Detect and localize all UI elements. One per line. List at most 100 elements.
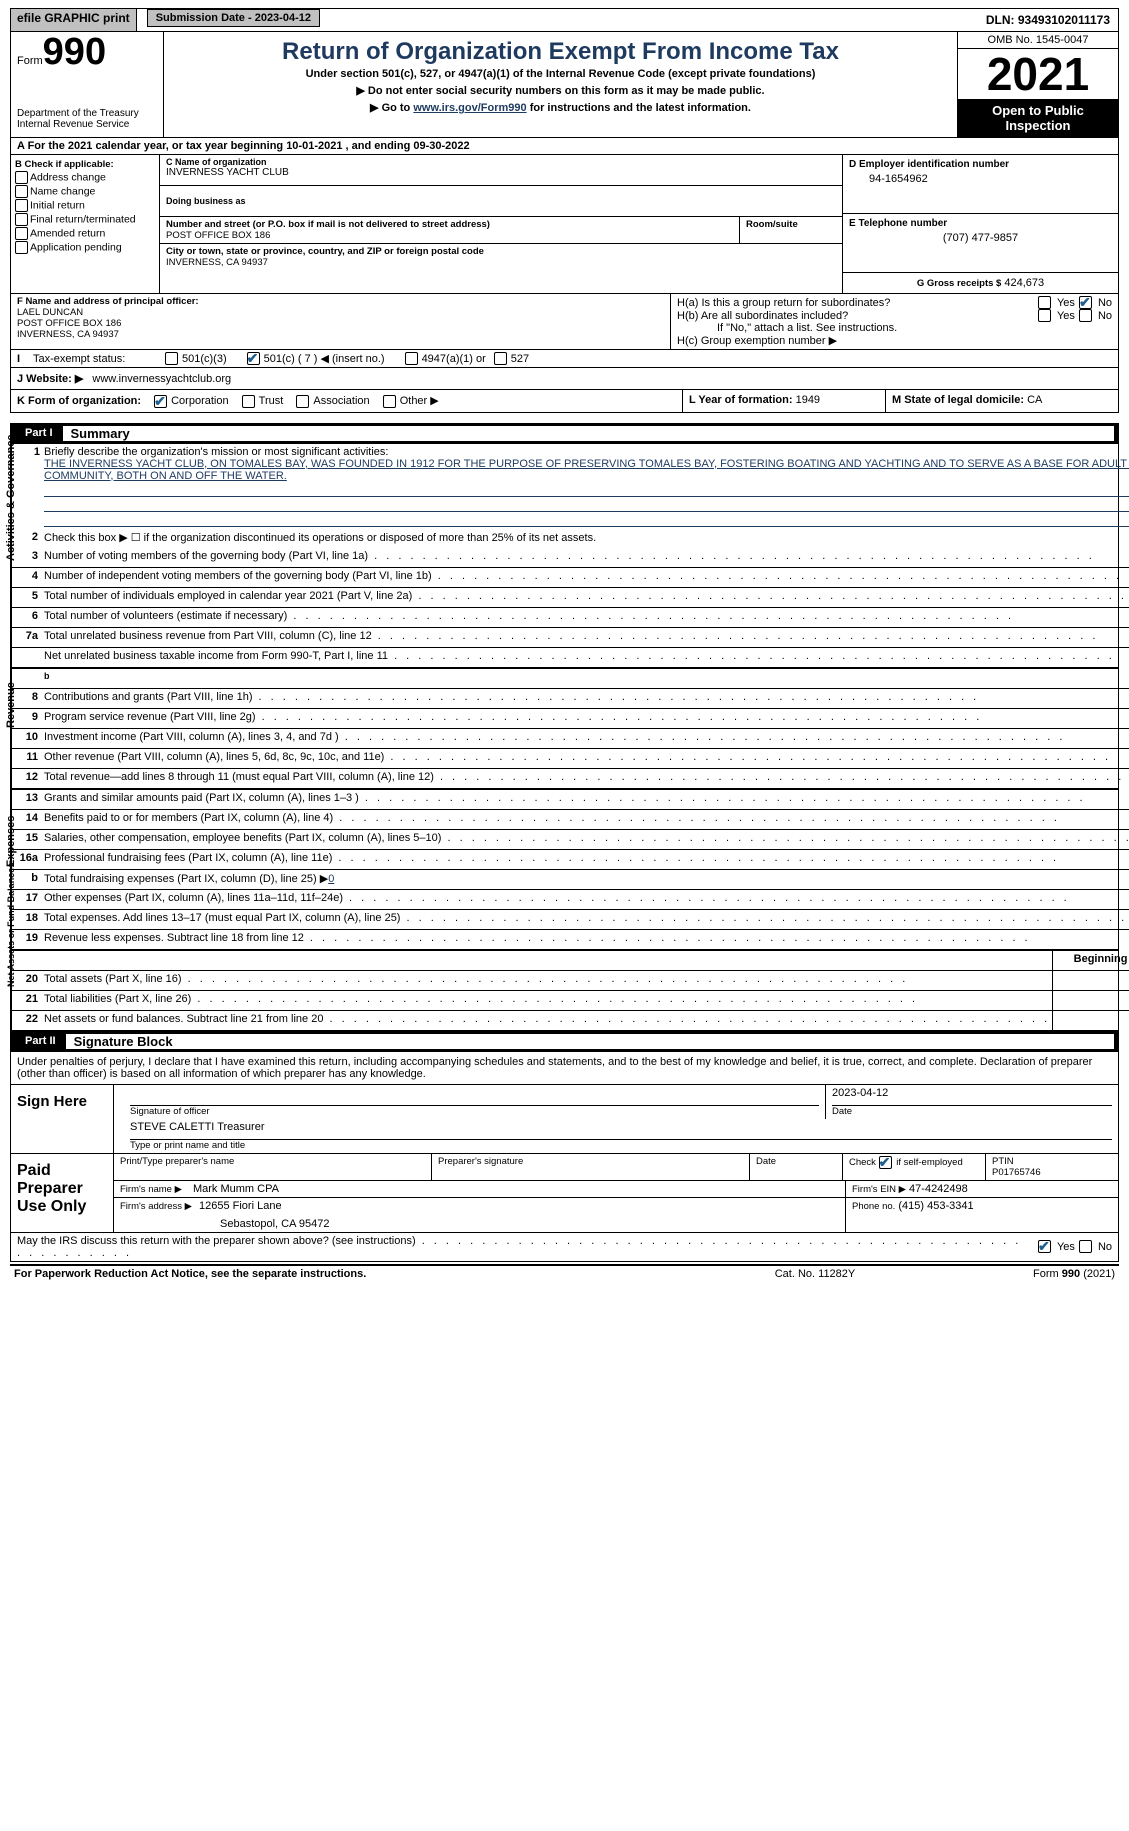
- line-num: 22: [12, 1011, 42, 1030]
- header-center: Return of Organization Exempt From Incom…: [164, 32, 957, 137]
- checkbox-icon[interactable]: [15, 227, 28, 240]
- irs-link[interactable]: www.irs.gov/Form990: [413, 102, 526, 114]
- klm-row: K Form of organization: Corporation Trus…: [10, 390, 1119, 413]
- part2-num: Part II: [15, 1035, 66, 1047]
- no-label: No: [1098, 310, 1112, 322]
- prior-value: 6,837: [1052, 991, 1129, 1010]
- declaration-text: Under penalties of perjury, I declare th…: [11, 1052, 1118, 1084]
- checkbox-icon[interactable]: [383, 395, 396, 408]
- part2-title: Signature Block: [66, 1034, 1114, 1049]
- checkbox-icon[interactable]: [879, 1156, 892, 1169]
- checkbox-icon[interactable]: [405, 352, 418, 365]
- tel-value: (707) 477-9857: [849, 232, 1112, 244]
- checkbox-icon[interactable]: [1079, 1240, 1092, 1253]
- addr-label: Number and street (or P.O. box if mail i…: [166, 219, 733, 230]
- line-desc: Total assets (Part X, line 16): [42, 971, 1052, 990]
- checkbox-icon[interactable]: [1079, 309, 1092, 322]
- line-desc: Number of voting members of the governin…: [42, 548, 1129, 567]
- k-label: K Form of organization:: [17, 395, 141, 407]
- line2-desc: Check this box ▶ ☐ if the organization d…: [42, 529, 1129, 548]
- summary-line: 11Other revenue (Part VIII, column (A), …: [12, 749, 1129, 769]
- sign-here-label: Sign Here: [11, 1085, 114, 1153]
- checkbox-icon[interactable]: [15, 241, 28, 254]
- sig-line1: Signature of officer 2023-04-12 Date: [114, 1085, 1118, 1119]
- form-990-page: efile GRAPHIC print Submission Date - 20…: [0, 0, 1129, 1292]
- expense-lines: 13Grants and similar amounts paid (Part …: [12, 790, 1129, 870]
- m-label: M State of legal domicile:: [892, 394, 1024, 406]
- addr-row: Number and street (or P.O. box if mail i…: [160, 217, 842, 244]
- f-addr1: POST OFFICE BOX 186: [17, 318, 664, 329]
- checkbox-icon[interactable]: [242, 395, 255, 408]
- city-label: City or town, state or province, country…: [166, 246, 836, 257]
- checkbox-icon[interactable]: [15, 213, 28, 226]
- checkbox-icon[interactable]: [154, 395, 167, 408]
- form-title: Return of Organization Exempt From Incom…: [172, 38, 949, 66]
- hb-label: H(b) Are all subordinates included?: [677, 310, 1030, 322]
- prep-date-label: Date: [750, 1154, 843, 1180]
- hb-note: If "No," attach a list. See instructions…: [677, 322, 1112, 334]
- tel-label: E Telephone number: [849, 218, 1112, 229]
- sig-date-label: Date: [832, 1106, 1112, 1117]
- top-bar: efile GRAPHIC print Submission Date - 20…: [10, 8, 1119, 32]
- org-name-value: INVERNESS YACHT CLUB: [166, 167, 836, 178]
- col-b-checkboxes: B Check if applicable: Address change Na…: [11, 155, 160, 293]
- summary-lines-top: 3Number of voting members of the governi…: [12, 548, 1129, 667]
- signature-block: Under penalties of perjury, I declare th…: [10, 1052, 1119, 1262]
- officer-name: STEVE CALETTI Treasurer: [130, 1121, 1112, 1140]
- no-label: No: [1098, 1241, 1112, 1253]
- summary-line: 20Total assets (Part X, line 16)982,2789…: [12, 971, 1129, 991]
- paid-preparer-label: Paid Preparer Use Only: [11, 1154, 114, 1232]
- line-desc: Net unrelated business taxable income fr…: [42, 648, 1129, 667]
- chk-amended-return: Amended return: [15, 227, 155, 240]
- line-desc: Net assets or fund balances. Subtract li…: [42, 1011, 1052, 1030]
- m-value: CA: [1027, 394, 1042, 406]
- summary-line: 10Investment income (Part VIII, column (…: [12, 729, 1129, 749]
- checkbox-icon[interactable]: [1079, 296, 1092, 309]
- phone-label: Phone no.: [852, 1201, 895, 1212]
- checkbox-icon[interactable]: [1038, 1240, 1051, 1253]
- checkbox-icon[interactable]: [15, 185, 28, 198]
- checkbox-icon[interactable]: [1038, 309, 1051, 322]
- header-left: Form990 Department of the Treasury Inter…: [11, 32, 164, 137]
- sign-here-row: Sign Here Signature of officer 2023-04-1…: [11, 1084, 1118, 1153]
- header-right: OMB No. 1545-0047 2021 Open to Public In…: [957, 32, 1118, 137]
- yes-label: Yes: [1057, 310, 1075, 322]
- checkbox-icon[interactable]: [1038, 296, 1051, 309]
- line16b: b Total fundraising expenses (Part IX, c…: [12, 870, 1129, 890]
- ein-cell: D Employer identification number 94-1654…: [843, 155, 1118, 214]
- f-officer: F Name and address of principal officer:…: [11, 294, 671, 349]
- city-value: INVERNESS, CA 94937: [166, 257, 836, 268]
- officer-signature-line: [130, 1087, 819, 1106]
- checkbox-icon[interactable]: [494, 352, 507, 365]
- expenses-section: Expenses 13Grants and similar amounts pa…: [10, 790, 1119, 951]
- checkbox-icon[interactable]: [15, 199, 28, 212]
- begin-year-hdr: Beginning of Current Year: [1052, 951, 1129, 970]
- checkbox-icon[interactable]: [15, 171, 28, 184]
- ptin-label: PTIN: [992, 1156, 1112, 1167]
- k-trust: Trust: [259, 395, 284, 407]
- line-desc: Total number of individuals employed in …: [42, 588, 1129, 607]
- city-row: City or town, state or province, country…: [160, 244, 842, 270]
- firm-addr2: Sebastopol, CA 95472: [220, 1218, 839, 1230]
- hc-label: H(c) Group exemption number ▶: [677, 334, 1112, 347]
- chk-label: Final return/terminated: [30, 213, 136, 225]
- line-desc: Professional fundraising fees (Part IX, …: [42, 850, 1129, 869]
- checkbox-icon[interactable]: [165, 352, 178, 365]
- revenue-lines: 8Contributions and grants (Part VIII, li…: [12, 689, 1129, 788]
- activities-governance-section: Activities & Governance 1 Briefly descri…: [10, 444, 1119, 669]
- summary-line: 21Total liabilities (Part X, line 26)6,8…: [12, 991, 1129, 1011]
- prep-row2: Firm's name ▶ Mark Mumm CPA Firm's EIN ▶…: [114, 1181, 1118, 1198]
- line-desc: Other expenses (Part IX, column (A), lin…: [42, 890, 1129, 909]
- summary-line: 8Contributions and grants (Part VIII, li…: [12, 689, 1129, 709]
- checkbox-icon[interactable]: [296, 395, 309, 408]
- open-inspection: Open to Public Inspection: [958, 99, 1118, 137]
- underline: [44, 482, 1129, 497]
- checkbox-icon[interactable]: [247, 352, 260, 365]
- line-desc: Number of independent voting members of …: [42, 568, 1129, 587]
- form-number: Form990: [17, 36, 157, 68]
- l-year: L Year of formation: 1949: [683, 390, 886, 412]
- mission-block: 1 Briefly describe the organization's mi…: [12, 444, 1129, 529]
- dln-number: DLN: 93493102011173: [978, 11, 1118, 29]
- line-desc: Total revenue—add lines 8 through 11 (mu…: [42, 769, 1129, 788]
- hb-yesno: Yes No: [1038, 309, 1112, 322]
